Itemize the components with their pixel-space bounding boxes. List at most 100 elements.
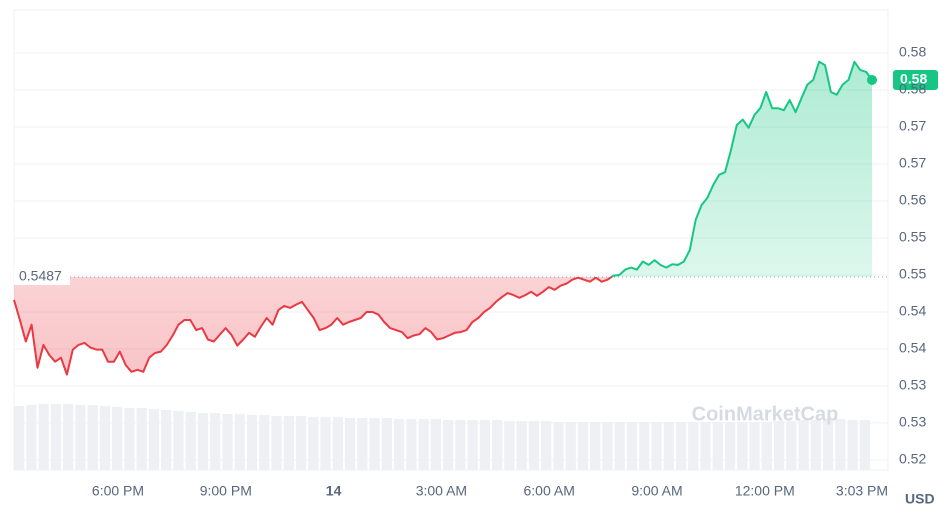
volume-bar bbox=[381, 418, 392, 470]
y-tick-label: 0.56 bbox=[899, 192, 926, 208]
volume-bar bbox=[161, 410, 172, 470]
volume-bar bbox=[773, 421, 785, 470]
y-tick-label: 0.53 bbox=[899, 377, 926, 393]
x-tick-label: 12:00 PM bbox=[735, 483, 795, 499]
volume-bar bbox=[504, 421, 515, 470]
volume-bar bbox=[14, 406, 25, 470]
x-tick-label: 14 bbox=[326, 483, 342, 499]
volume-bar bbox=[663, 422, 674, 470]
x-tick-label: 3:00 AM bbox=[416, 483, 467, 499]
volume-bar bbox=[675, 422, 687, 470]
volume-bar bbox=[749, 422, 760, 470]
volume-bar bbox=[271, 416, 282, 470]
price-line-down bbox=[13, 276, 614, 376]
y-tick-label: 0.53 bbox=[899, 414, 926, 430]
volume-bar bbox=[308, 417, 319, 470]
volume-bar bbox=[810, 420, 821, 470]
volume-bar bbox=[798, 420, 809, 470]
watermark: CoinMarketCap bbox=[692, 403, 839, 425]
volume-bar bbox=[626, 422, 638, 470]
volume-bar bbox=[455, 420, 466, 470]
volume-bar bbox=[222, 414, 233, 470]
volume-bar bbox=[185, 412, 196, 470]
current-label: 0.58 bbox=[900, 71, 927, 87]
x-tick-label: 6:00 AM bbox=[524, 483, 575, 499]
volume-bar bbox=[590, 422, 601, 470]
volume-bar bbox=[344, 418, 356, 470]
x-tick-label: 9:00 AM bbox=[631, 483, 682, 499]
volume-bar bbox=[553, 422, 564, 470]
volume-bar bbox=[63, 404, 74, 470]
volume-bar bbox=[320, 417, 331, 470]
volume-bar bbox=[173, 411, 184, 470]
volume-bar bbox=[786, 421, 797, 470]
volume-bar bbox=[99, 406, 111, 470]
volume-bar bbox=[357, 418, 368, 470]
volume-bar bbox=[492, 420, 503, 470]
area-up bbox=[14, 61, 872, 277]
volume-bar bbox=[295, 416, 307, 470]
volume-bar bbox=[112, 407, 123, 470]
volume-bar bbox=[639, 422, 650, 470]
volume-bar bbox=[516, 421, 527, 470]
volume-bar bbox=[688, 422, 699, 470]
volume-bar bbox=[712, 422, 723, 470]
volume-bar bbox=[822, 419, 834, 470]
volume-bar bbox=[406, 419, 417, 470]
current-badge bbox=[893, 69, 938, 90]
volume-bar bbox=[602, 422, 613, 470]
volume-bar bbox=[50, 404, 62, 470]
volume-bar bbox=[479, 420, 491, 470]
volume-bar bbox=[835, 419, 846, 470]
volume-bar bbox=[369, 418, 380, 470]
baseline-label-bg bbox=[14, 266, 70, 285]
volume-bar bbox=[87, 405, 98, 470]
volume-bar bbox=[38, 404, 49, 470]
volume-bar bbox=[124, 408, 135, 470]
y-tick-label: 0.58 bbox=[899, 44, 926, 60]
volume-bar bbox=[246, 415, 258, 470]
y-tick-label: 0.54 bbox=[899, 340, 926, 356]
price-line-up bbox=[577, 60, 873, 277]
area-down bbox=[14, 276, 612, 375]
y-tick-label: 0.52 bbox=[899, 451, 926, 467]
current-dot bbox=[867, 74, 877, 85]
volume-bar bbox=[528, 421, 540, 470]
volume-bar bbox=[418, 419, 429, 470]
y-tick-label: 0.58 bbox=[899, 81, 926, 97]
currency-label: USD bbox=[905, 491, 935, 507]
volume-bar bbox=[700, 422, 711, 470]
volume-bar bbox=[614, 422, 625, 470]
x-tick-label: 3:03 PM bbox=[836, 483, 888, 499]
volume-bar bbox=[737, 422, 748, 470]
volume-bar bbox=[234, 414, 245, 470]
volume-bar bbox=[332, 417, 343, 470]
volume-bar bbox=[210, 413, 221, 470]
volume-bar bbox=[577, 422, 589, 470]
y-tick-label: 0.55 bbox=[899, 229, 926, 245]
volume-bar bbox=[393, 419, 405, 470]
volume-bar bbox=[651, 422, 662, 470]
baseline-label: 0.5487 bbox=[19, 268, 62, 284]
y-tick-label: 0.54 bbox=[899, 303, 926, 319]
volume-bar bbox=[26, 405, 37, 470]
volume-bar bbox=[283, 416, 294, 470]
volume-bar bbox=[859, 420, 870, 470]
volume-bar bbox=[443, 420, 454, 470]
volume-bar bbox=[565, 422, 576, 470]
y-tick-label: 0.57 bbox=[899, 118, 926, 134]
y-tick-label: 0.57 bbox=[899, 155, 926, 171]
y-tick-label: 0.55 bbox=[899, 266, 926, 282]
volume-bar bbox=[430, 419, 441, 470]
volume-bar bbox=[136, 408, 147, 470]
volume-bar bbox=[847, 420, 858, 470]
x-tick-label: 9:00 PM bbox=[200, 483, 252, 499]
volume-bar bbox=[541, 421, 552, 470]
volume-bar bbox=[761, 422, 772, 470]
volume-bar bbox=[467, 420, 478, 470]
volume-bar bbox=[75, 405, 86, 470]
volume-bar bbox=[148, 409, 160, 470]
x-tick-label: 6:00 PM bbox=[92, 483, 144, 499]
volume-bar bbox=[724, 422, 736, 470]
